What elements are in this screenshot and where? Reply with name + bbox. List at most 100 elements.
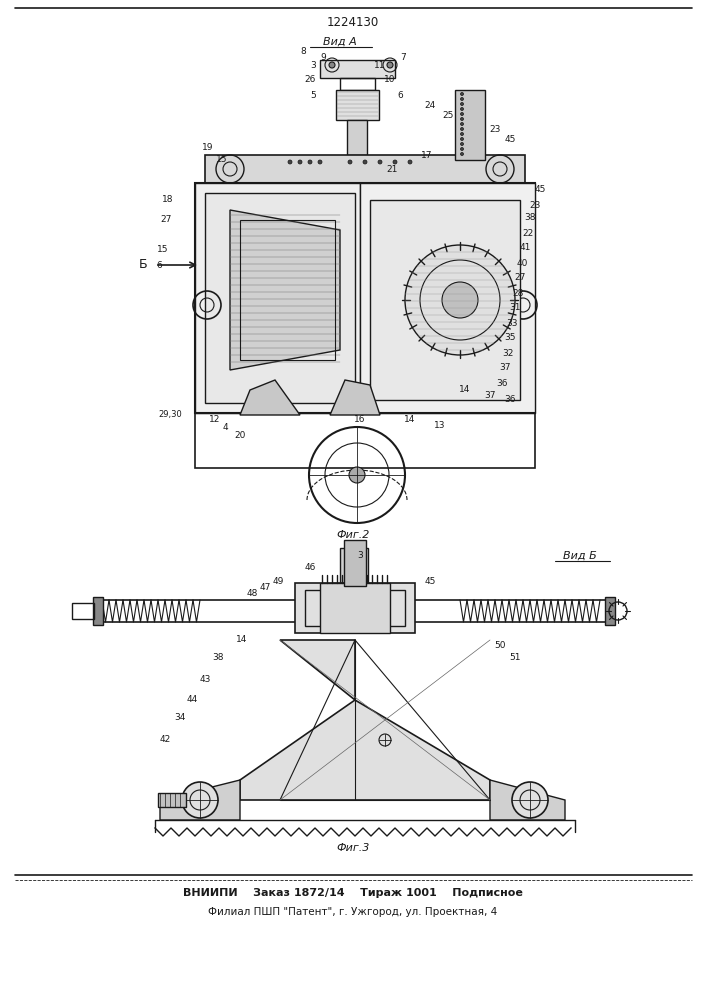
Circle shape xyxy=(460,142,464,145)
Text: 22: 22 xyxy=(522,229,534,237)
Bar xyxy=(332,583,376,599)
Bar xyxy=(295,583,415,633)
Text: 28: 28 xyxy=(513,288,524,298)
Text: Фиг.3: Фиг.3 xyxy=(337,843,370,853)
Polygon shape xyxy=(330,380,380,415)
Bar xyxy=(370,200,520,400)
Bar xyxy=(340,78,375,90)
Text: 31: 31 xyxy=(509,304,521,312)
Circle shape xyxy=(405,245,515,355)
Circle shape xyxy=(460,103,464,105)
Bar xyxy=(205,155,525,183)
Text: 16: 16 xyxy=(354,416,366,424)
Bar xyxy=(195,413,535,468)
Text: 17: 17 xyxy=(421,150,433,159)
Text: Вид А: Вид А xyxy=(323,37,357,47)
Circle shape xyxy=(329,62,335,68)
Text: 27: 27 xyxy=(160,216,172,225)
Bar xyxy=(605,597,615,625)
Bar xyxy=(336,90,379,120)
Text: 7: 7 xyxy=(400,53,406,62)
Circle shape xyxy=(387,62,393,68)
Polygon shape xyxy=(240,380,300,415)
Text: 15: 15 xyxy=(216,155,228,164)
Text: 51: 51 xyxy=(509,654,521,662)
Text: 24: 24 xyxy=(424,101,436,109)
Text: 38: 38 xyxy=(212,654,223,662)
Text: 20: 20 xyxy=(234,430,246,440)
Text: 13: 13 xyxy=(434,420,445,430)
Text: 45: 45 xyxy=(534,186,546,194)
Text: 41: 41 xyxy=(520,243,531,252)
Circle shape xyxy=(442,282,478,318)
Circle shape xyxy=(318,160,322,164)
Bar xyxy=(455,90,485,160)
Text: 25: 25 xyxy=(443,110,454,119)
Text: 21: 21 xyxy=(386,165,397,174)
Text: 23: 23 xyxy=(530,200,541,210)
Bar xyxy=(195,183,360,413)
Bar xyxy=(408,600,608,622)
Text: 35: 35 xyxy=(504,334,515,342)
Text: 12: 12 xyxy=(209,416,221,424)
Circle shape xyxy=(182,782,218,818)
Text: 6: 6 xyxy=(156,260,162,269)
Text: 6: 6 xyxy=(397,91,403,100)
Text: 38: 38 xyxy=(525,214,536,223)
Text: 1224130: 1224130 xyxy=(327,15,379,28)
Text: 19: 19 xyxy=(202,143,214,152)
Polygon shape xyxy=(230,210,340,370)
Bar xyxy=(100,600,300,622)
Bar xyxy=(360,183,535,413)
Bar xyxy=(195,183,535,413)
Circle shape xyxy=(460,122,464,125)
Text: 3: 3 xyxy=(357,550,363,560)
Circle shape xyxy=(512,782,548,818)
Circle shape xyxy=(460,98,464,101)
Circle shape xyxy=(378,160,382,164)
Bar xyxy=(344,540,366,586)
Text: 8: 8 xyxy=(300,47,306,56)
Bar xyxy=(205,193,355,403)
Bar xyxy=(72,603,94,619)
Text: 37: 37 xyxy=(484,390,496,399)
Circle shape xyxy=(460,137,464,140)
Text: 27: 27 xyxy=(514,273,526,282)
Text: 15: 15 xyxy=(157,245,169,254)
Text: 34: 34 xyxy=(175,714,186,722)
Text: 39: 39 xyxy=(474,115,486,124)
Text: ВНИИПИ    Заказ 1872/14    Тираж 1001    Подписное: ВНИИПИ Заказ 1872/14 Тираж 1001 Подписно… xyxy=(183,888,523,898)
Text: 43: 43 xyxy=(199,676,211,684)
Text: 10: 10 xyxy=(384,76,396,85)
Polygon shape xyxy=(490,780,565,820)
Text: Вид Б: Вид Б xyxy=(563,551,597,561)
Circle shape xyxy=(460,127,464,130)
Polygon shape xyxy=(160,780,240,820)
Bar xyxy=(320,583,390,633)
Circle shape xyxy=(460,147,464,150)
Circle shape xyxy=(460,132,464,135)
Text: 18: 18 xyxy=(162,196,174,205)
Text: Филиал ПШП "Патент", г. Ужгород, ул. Проектная, 4: Филиал ПШП "Патент", г. Ужгород, ул. Про… xyxy=(209,907,498,917)
Bar xyxy=(240,220,335,360)
Text: 45: 45 xyxy=(424,578,436,586)
Polygon shape xyxy=(240,640,490,800)
Text: Б: Б xyxy=(139,258,147,271)
Text: 36: 36 xyxy=(504,395,515,404)
Text: 32: 32 xyxy=(502,349,514,358)
Text: 23: 23 xyxy=(489,125,501,134)
Text: 42: 42 xyxy=(159,736,170,744)
Text: 9: 9 xyxy=(320,53,326,62)
Text: 14: 14 xyxy=(404,416,416,424)
Text: 29,30: 29,30 xyxy=(158,410,182,420)
Text: 49: 49 xyxy=(272,578,284,586)
Text: 36: 36 xyxy=(496,378,508,387)
Bar xyxy=(340,548,368,583)
Circle shape xyxy=(460,107,464,110)
Text: 46: 46 xyxy=(304,564,316,572)
Text: 37: 37 xyxy=(499,363,510,372)
Circle shape xyxy=(460,117,464,120)
Bar xyxy=(93,597,103,625)
Circle shape xyxy=(393,160,397,164)
Bar xyxy=(347,120,367,155)
